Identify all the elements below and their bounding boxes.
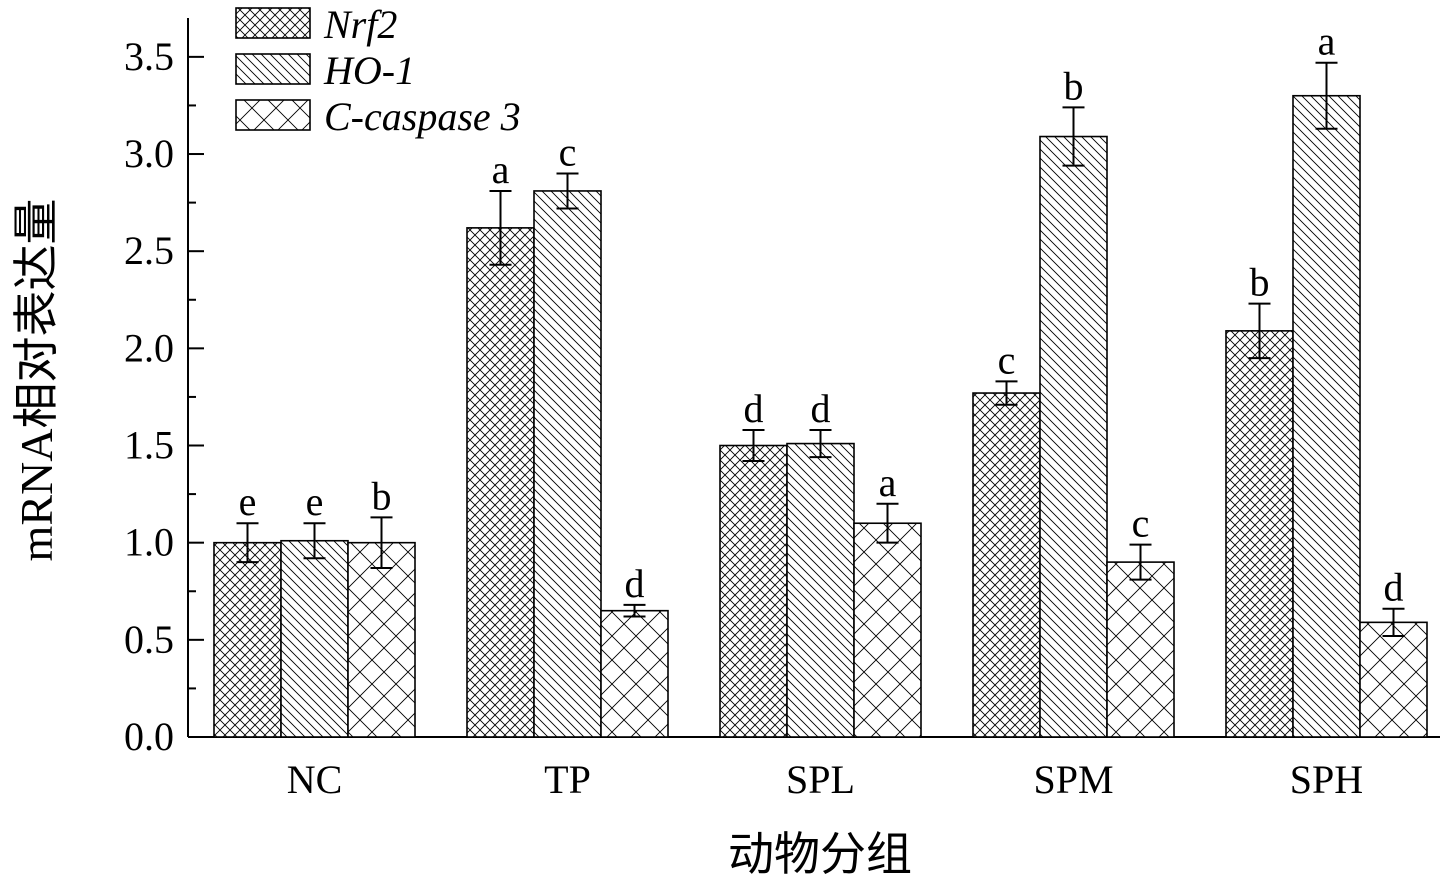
bar	[1359, 621, 1428, 738]
bar	[466, 227, 535, 738]
x-axis-title: 动物分组	[728, 829, 912, 880]
legend-label: C-caspase 3	[324, 94, 521, 139]
legend-swatch	[235, 99, 311, 131]
y-axis-title: mRNA相对表达量	[11, 199, 62, 562]
bar	[1292, 94, 1361, 738]
legend-label: Nrf2	[323, 2, 397, 47]
significance-label: d	[1384, 565, 1404, 610]
significance-label: a	[492, 147, 510, 192]
x-tick-label: SPH	[1290, 757, 1363, 802]
significance-label: b	[1064, 63, 1084, 108]
significance-label: d	[811, 386, 831, 431]
y-tick-label: 3.0	[124, 131, 174, 176]
significance-label: c	[559, 129, 577, 174]
error-bars-layer	[236, 61, 1405, 637]
significance-label: d	[744, 386, 764, 431]
y-tick-label: 0.0	[124, 714, 174, 759]
significance-labels-layer: e e b a c d d d a c b c b a d	[239, 19, 1404, 610]
y-tick-label: 3.5	[124, 34, 174, 79]
y-tick-label: 2.5	[124, 228, 174, 273]
y-tick-label: 2.0	[124, 325, 174, 370]
x-tick-label: TP	[544, 757, 591, 802]
significance-label: b	[372, 473, 392, 518]
bar	[280, 539, 349, 738]
legend-swatch	[235, 7, 311, 39]
significance-label: c	[1132, 501, 1150, 546]
x-tick-label: SPL	[786, 757, 855, 802]
x-tick-label: SPM	[1033, 757, 1113, 802]
bar	[786, 442, 855, 738]
legend-label: HO-1	[323, 48, 415, 93]
y-tick-label: 0.5	[124, 617, 174, 662]
significance-label: a	[879, 460, 897, 505]
bar	[600, 609, 669, 738]
bar	[1039, 135, 1108, 738]
y-tick-label: 1.5	[124, 423, 174, 468]
significance-label: e	[239, 479, 257, 524]
bar	[347, 541, 416, 738]
legend-swatch	[235, 53, 311, 85]
bar	[719, 444, 788, 738]
significance-label: a	[1318, 19, 1336, 64]
bar	[1106, 561, 1175, 738]
bar	[533, 190, 602, 738]
y-tick-label: 1.0	[124, 520, 174, 565]
bar	[853, 522, 922, 738]
significance-label: b	[1250, 260, 1270, 305]
significance-label: c	[998, 337, 1016, 382]
bars-layer	[213, 94, 1428, 738]
x-tick-label: NC	[287, 757, 343, 802]
significance-label: d	[625, 561, 645, 606]
bar	[1225, 330, 1294, 738]
significance-label: e	[306, 479, 324, 524]
bar	[213, 541, 282, 738]
axes: 0.0 0.5 1.0 1.5 2.0 2.5 3.0 3.5 NC TP SPL SPM SPH	[124, 18, 1440, 802]
bar	[972, 392, 1041, 738]
